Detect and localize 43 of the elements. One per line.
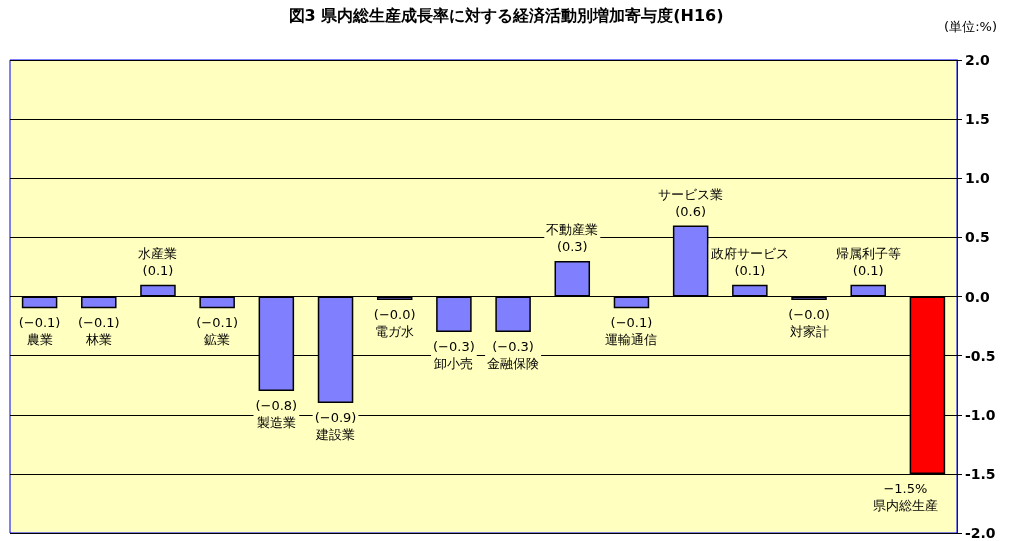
x-tick-label: 対家計 <box>789 324 829 340</box>
x-tick-label: 不動産業 <box>546 222 599 238</box>
data-label: (−0.8) <box>255 398 298 414</box>
data-label: (−0.0) <box>373 307 416 323</box>
data-label: (−0.1) <box>18 315 61 331</box>
data-label: (−0.1) <box>196 315 239 331</box>
x-tick-label: 製造業 <box>256 415 296 431</box>
y-tick-label: 1.0 <box>965 170 991 187</box>
x-tick-label: 鉱業 <box>204 332 231 348</box>
x-tick-label: 農業 <box>26 332 53 348</box>
x-tick-label: 運輸通信 <box>605 332 658 348</box>
data-label: −1.5% <box>883 480 928 496</box>
data-label: (0.1) <box>852 262 884 278</box>
data-label: (0.3) <box>556 239 588 255</box>
y-tick-label: -1.0 <box>965 406 996 423</box>
y-tick-label: -2.0 <box>965 525 996 541</box>
chart-title: 図3 県内総生産成長率に対する経済活動別増加寄与度(H16) <box>288 5 724 25</box>
x-tick-label: 帰属利子等 <box>835 245 901 261</box>
x-tick-label: 卸小売 <box>434 355 474 371</box>
data-label: (−0.0) <box>788 307 830 323</box>
y-tick-label: -1.5 <box>965 465 996 482</box>
y-tick-label: 2.0 <box>965 52 991 68</box>
x-tick-label: サービス業 <box>658 186 724 202</box>
y-tick-label: -0.5 <box>965 347 996 364</box>
y-tick-label: 0.0 <box>965 288 991 305</box>
x-tick-label: 林業 <box>84 332 112 348</box>
x-tick-label: 政府サービス <box>710 245 789 261</box>
y-tick-label: 0.5 <box>965 229 990 246</box>
x-tick-label: 県内総生産 <box>872 497 938 513</box>
text: (単位:%) <box>944 19 998 34</box>
x-tick-label: 金融保険 <box>487 355 540 371</box>
x-tick-label: 建設業 <box>315 426 356 442</box>
data-label: (−0.1) <box>77 315 120 331</box>
data-label: (0.6) <box>675 203 707 219</box>
x-tick-label: 水産業 <box>138 245 178 261</box>
data-label: (−0.1) <box>610 315 653 331</box>
data-label: (−0.3) <box>492 338 534 354</box>
x-tick-label: 電ガ水 <box>375 324 415 340</box>
data-label: (−0.3) <box>433 338 475 354</box>
data-label: (−0.9) <box>314 409 357 425</box>
data-label: (0.1) <box>734 262 766 278</box>
data-label: (0.1) <box>142 262 174 278</box>
y-tick-label: 1.5 <box>965 111 990 128</box>
